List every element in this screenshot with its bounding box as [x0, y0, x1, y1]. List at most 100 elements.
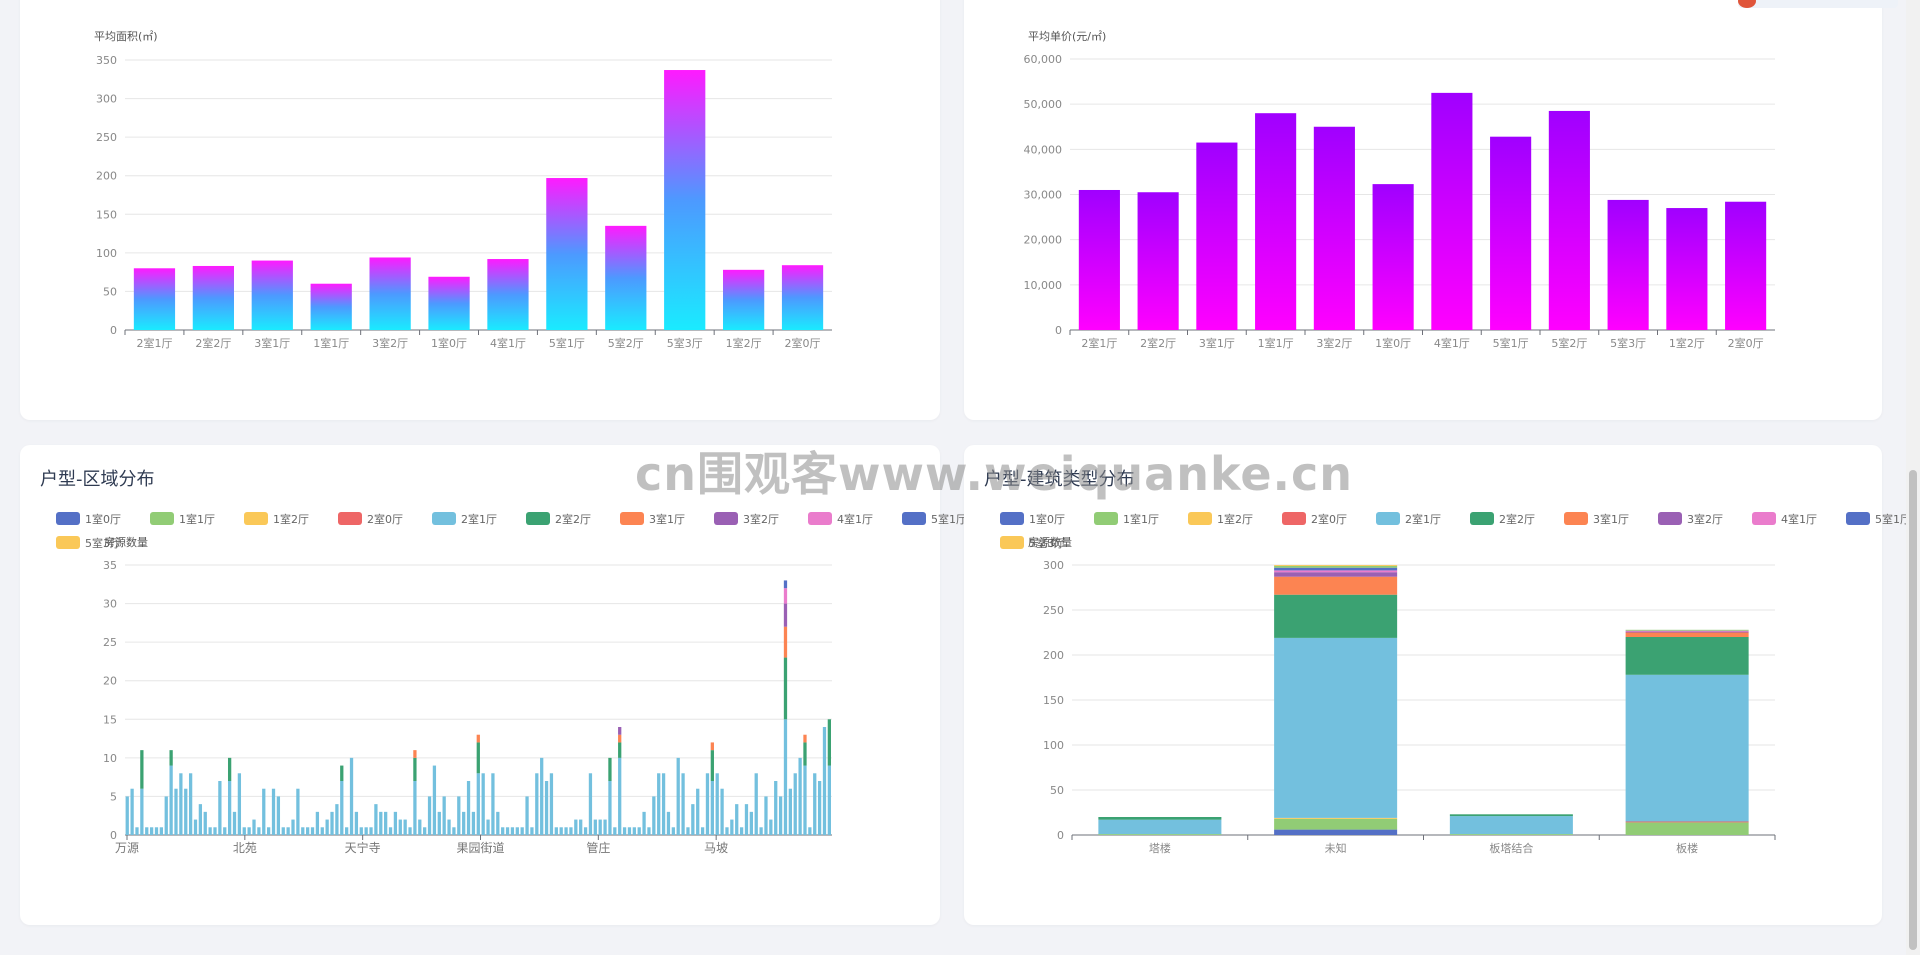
bar-segment [652, 796, 656, 835]
bar-segment [808, 827, 812, 835]
bar-segment [1449, 816, 1573, 835]
bar-segment [1449, 834, 1573, 835]
bar-segment [154, 827, 159, 835]
legend-swatch [1000, 536, 1024, 549]
x-tick-label: 板楼 [1676, 841, 1698, 855]
bar [428, 276, 470, 330]
bar-segment [437, 811, 441, 835]
bar-segment [442, 796, 446, 835]
bar-segment [593, 819, 597, 835]
bar-segment [374, 804, 378, 835]
legend-swatch [1470, 512, 1494, 525]
bar-segment [1625, 821, 1749, 823]
bar-segment [496, 811, 500, 835]
legend-swatch [902, 512, 926, 525]
bar-segment [710, 750, 714, 781]
bar-segment [739, 827, 744, 835]
bar-segment [783, 626, 788, 658]
y-tick-label: 0 [110, 829, 117, 842]
bar-segment [164, 796, 168, 835]
bar-segment [666, 811, 671, 835]
legend-item: 1室1厅 [179, 512, 215, 526]
bar-segment [783, 657, 788, 720]
bar-segment [618, 742, 622, 758]
bar-segment [535, 773, 539, 835]
legend-item: 3室1厅 [649, 512, 685, 526]
bar [369, 257, 411, 330]
bar [1313, 126, 1355, 330]
bar-segment [340, 781, 344, 835]
type-district-title: 户型-区域分布 [40, 469, 155, 490]
bar-segment [510, 827, 515, 835]
bar-segment [749, 811, 753, 835]
bar-segment [1625, 822, 1749, 835]
legend-item: 5室3厅 [85, 536, 121, 550]
page-scrollbar[interactable] [1906, 0, 1920, 955]
legend-item: 5室1厅 [1875, 512, 1911, 526]
bar-segment [700, 827, 705, 835]
bar-segment [159, 827, 164, 835]
bar-segment [778, 796, 783, 835]
x-tick-label: 4室1厅 [1434, 336, 1470, 350]
bar-segment [769, 819, 773, 835]
y-tick-label: 30,000 [1024, 189, 1063, 202]
x-tick-label: 塔楼 [1149, 841, 1171, 855]
bar-segment [1449, 814, 1573, 817]
bar-segment [827, 719, 831, 766]
bar-segment [822, 727, 827, 835]
bar [605, 225, 647, 330]
legend-swatch [1376, 512, 1400, 525]
bar-segment [315, 811, 320, 835]
bar-segment [725, 827, 729, 835]
bar-segment [793, 773, 797, 835]
bar-segment [174, 788, 178, 835]
y-tick-label: 50 [1050, 784, 1064, 797]
bar-segment [715, 773, 719, 835]
y-tick-label: 30 [103, 598, 117, 611]
avg-area-chart: 0 50 100 150 200 250 300 350 平均面积(㎡) 2室1厅 2室2厅 3室1厅… [94, 30, 832, 350]
scrollbar-thumb[interactable] [1909, 470, 1917, 950]
bar-segment [661, 773, 666, 835]
bar-segment [476, 773, 480, 835]
bar-segment [574, 819, 578, 835]
bar-segment [184, 788, 188, 835]
legend-item: 3室1厅 [1593, 512, 1629, 526]
bar-segment [671, 827, 675, 835]
y-tick-label: 0 [110, 324, 117, 337]
bar-segment [193, 819, 198, 835]
x-tick-label: 1室1厅 [1258, 336, 1294, 350]
x-tick-label: 3室1厅 [254, 336, 290, 350]
bar-segment [286, 827, 290, 835]
bar-segment [583, 827, 588, 835]
bar-segment [1625, 629, 1749, 631]
legend-item: 1室2厅 [273, 512, 309, 526]
bar-segment [227, 757, 232, 781]
bar-segment [1274, 567, 1398, 571]
x-tick-label: 板塔结合 [1489, 841, 1533, 855]
bar-segment [335, 804, 339, 835]
bar-segment [267, 827, 271, 835]
type-district-chart: 1室0厅 1室1厅 1室2厅 2室0厅 2室1厅 2室2厅 3室1厅 3室2厅 4室1厅 5室1厅… [56, 512, 1061, 855]
legend-swatch [56, 512, 80, 525]
legend-item: 2室2厅 [555, 512, 591, 526]
bar-segment [754, 773, 758, 835]
bar-segment [310, 827, 315, 835]
x-tick-label: 2室0厅 [1728, 336, 1764, 350]
x-tick-label: 3室2厅 [372, 336, 408, 350]
legend-item: 1室1厅 [1123, 512, 1159, 526]
y-tick-label: 50 [103, 285, 117, 298]
legend-swatch [1094, 512, 1118, 525]
legend-item: 1室0厅 [1029, 512, 1065, 526]
y-tick-label: 0 [1057, 829, 1064, 842]
bar [1255, 113, 1297, 330]
y-tick-label: 15 [103, 713, 117, 726]
bar-segment [827, 765, 831, 835]
legend-swatch [1752, 512, 1776, 525]
y-tick-label: 10 [103, 752, 117, 765]
bar-segment [588, 773, 593, 835]
x-tick-label: 5室3厅 [1610, 336, 1646, 350]
legend-item: 4室1厅 [1781, 512, 1817, 526]
legend-item: 1室2厅 [1217, 512, 1253, 526]
bar-segment [559, 827, 563, 835]
bar-segment [525, 796, 529, 835]
